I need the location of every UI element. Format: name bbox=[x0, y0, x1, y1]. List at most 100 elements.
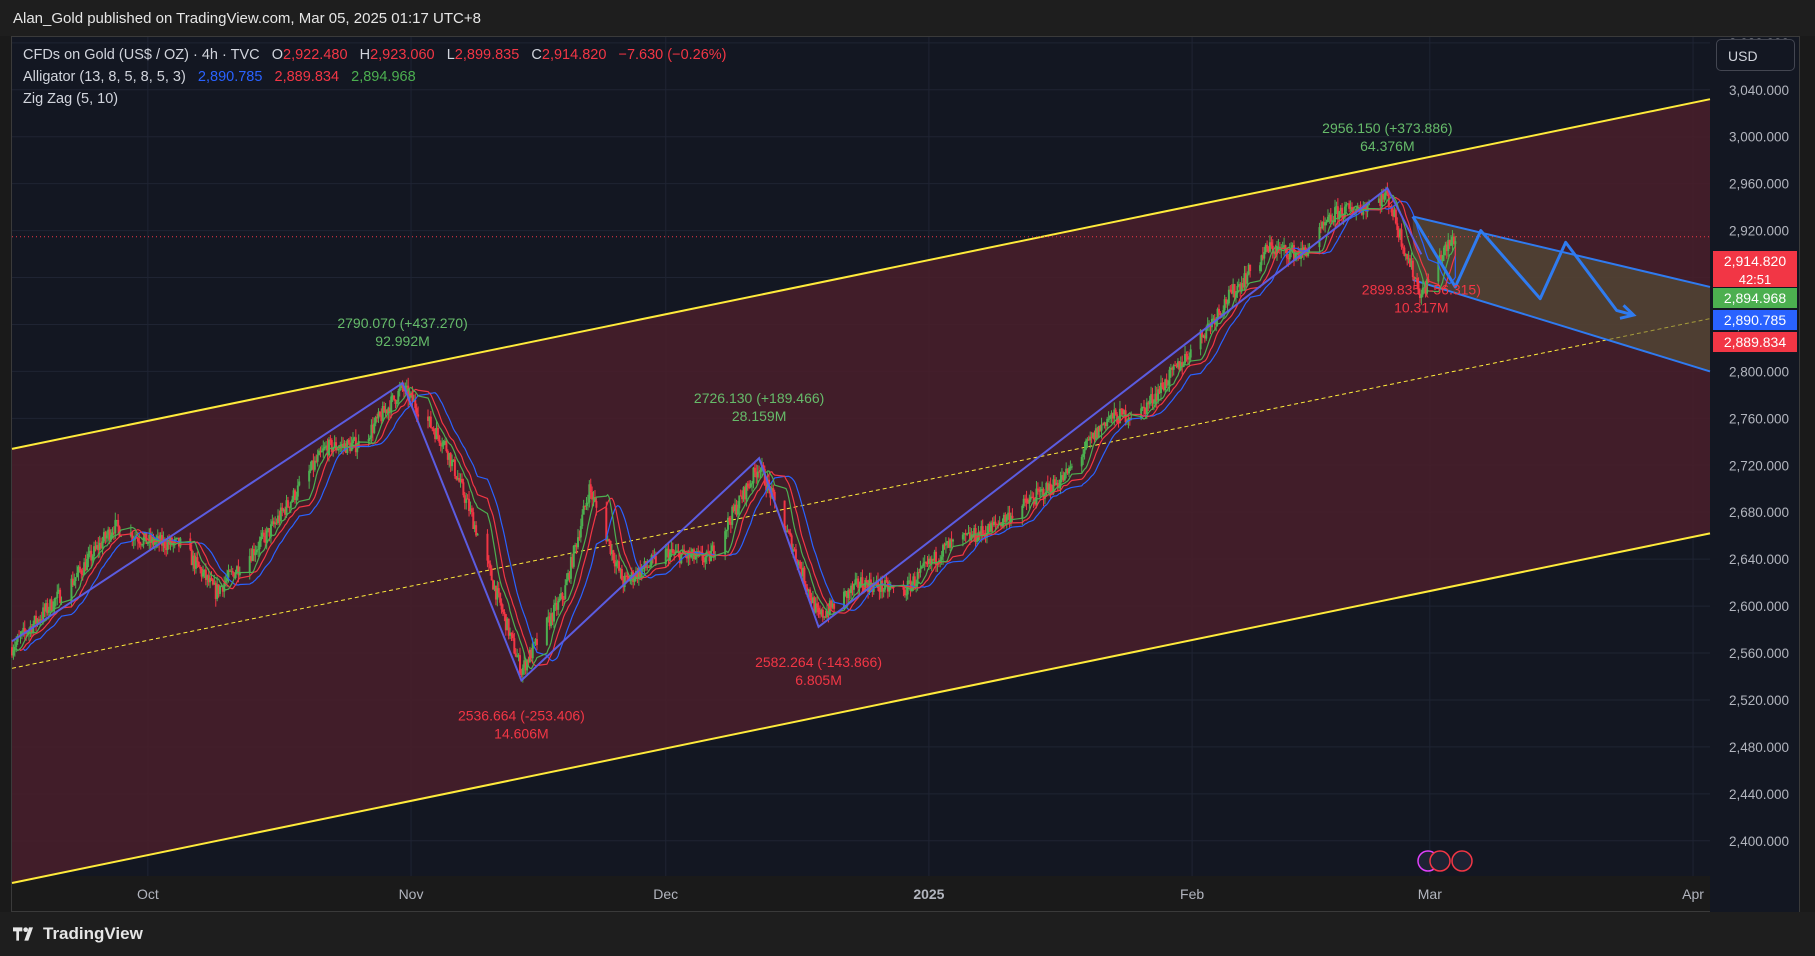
candle-body bbox=[927, 558, 930, 565]
candle-body bbox=[903, 589, 906, 596]
candle-body bbox=[77, 566, 80, 573]
candle-body bbox=[144, 532, 147, 538]
candle-body bbox=[919, 568, 922, 573]
candle-body bbox=[376, 417, 379, 419]
candle-body bbox=[445, 440, 448, 452]
candle-body bbox=[1162, 387, 1165, 391]
candle-body bbox=[1417, 282, 1420, 294]
candle-body bbox=[268, 528, 271, 537]
candle-body bbox=[1390, 207, 1393, 213]
candle-body bbox=[71, 578, 74, 586]
price-tag[interactable] bbox=[1713, 251, 1797, 287]
candle-body bbox=[291, 499, 294, 503]
publisher-line: Alan_Gold published on TradingView.com, … bbox=[13, 10, 481, 27]
candle-body bbox=[712, 545, 715, 557]
candle-body bbox=[1304, 247, 1307, 252]
channel-mid-line[interactable] bbox=[11, 318, 1711, 669]
zigzag-label[interactable]: Zig Zag (5, 10) bbox=[23, 91, 119, 107]
channel-lower-line[interactable] bbox=[11, 532, 1711, 885]
candle-body bbox=[466, 498, 469, 500]
channel-upper-line[interactable] bbox=[11, 98, 1711, 450]
projection-path[interactable] bbox=[1411, 215, 1634, 317]
candle-body bbox=[1141, 406, 1144, 409]
alligator-lips-line[interactable] bbox=[15, 194, 1456, 670]
candle-body bbox=[1384, 190, 1387, 196]
candle-body bbox=[1216, 308, 1219, 319]
candle-body bbox=[261, 532, 264, 537]
candle-body bbox=[1401, 246, 1404, 248]
candle-body bbox=[219, 586, 222, 594]
candle-body bbox=[175, 538, 178, 540]
candle-body bbox=[739, 495, 742, 497]
price-tag[interactable] bbox=[1713, 288, 1797, 308]
alligator-teeth-line[interactable] bbox=[18, 197, 1456, 667]
candle-body bbox=[309, 469, 312, 471]
candle-body bbox=[216, 584, 219, 599]
candle-body bbox=[918, 571, 921, 573]
candle-body bbox=[333, 442, 336, 449]
candle-body bbox=[511, 634, 514, 639]
candle-body bbox=[1049, 483, 1052, 493]
symbol-name[interactable]: CFDs on Gold (US$ / OZ) · 4h · TVC bbox=[23, 47, 260, 63]
candle-body bbox=[78, 566, 81, 571]
candle-body bbox=[267, 528, 270, 531]
zigzag-row[interactable]: Zig Zag (5, 10) bbox=[23, 88, 727, 110]
candle-body bbox=[1063, 472, 1066, 481]
descending-channel-lower[interactable] bbox=[1412, 278, 1711, 373]
candle-body bbox=[1059, 479, 1062, 487]
candle-body bbox=[462, 482, 465, 496]
candle-body bbox=[1036, 488, 1039, 491]
candle-body bbox=[646, 566, 649, 568]
candle-body bbox=[1232, 284, 1235, 294]
candle-body bbox=[1336, 206, 1339, 220]
economic-event-icon[interactable] bbox=[1451, 850, 1473, 872]
candle-body bbox=[630, 571, 633, 578]
candle-body bbox=[1152, 402, 1155, 404]
economic-event-icon[interactable] bbox=[1429, 850, 1451, 872]
alligator-jaw-line[interactable] bbox=[22, 200, 1456, 662]
alligator-row[interactable]: Alligator (13, 8, 5, 8, 5, 3) 2,890.785 … bbox=[23, 66, 727, 88]
candle-body bbox=[1273, 251, 1276, 254]
candle-body bbox=[1441, 255, 1444, 262]
candle-body bbox=[220, 586, 223, 588]
candle-body bbox=[250, 556, 253, 561]
candle-body bbox=[470, 508, 473, 513]
price-tag[interactable] bbox=[1713, 310, 1797, 330]
candle-body bbox=[254, 552, 257, 556]
candle-body bbox=[1351, 207, 1354, 212]
candle-body bbox=[1143, 406, 1145, 408]
candle-body bbox=[271, 521, 274, 525]
price-tag[interactable] bbox=[1713, 332, 1797, 352]
candle-body bbox=[1121, 409, 1124, 415]
candle-body bbox=[1011, 515, 1014, 519]
candle-body bbox=[1199, 330, 1202, 350]
candle-body bbox=[694, 556, 697, 560]
candle-body bbox=[664, 549, 667, 565]
candle-body bbox=[670, 549, 673, 553]
currency-button[interactable]: USD bbox=[1716, 39, 1795, 71]
candle-body bbox=[533, 642, 536, 644]
candle-body bbox=[252, 549, 255, 556]
alligator-label[interactable]: Alligator (13, 8, 5, 8, 5, 3) bbox=[23, 69, 186, 85]
candle-body bbox=[1448, 239, 1451, 246]
candle-body bbox=[1379, 198, 1382, 206]
candle-body bbox=[20, 631, 23, 635]
tradingview-logo[interactable]: TradingView bbox=[13, 924, 143, 944]
candle-body bbox=[451, 460, 454, 467]
chart-canvas[interactable]: 2790.070 (+437.270) 92.992M 2536.664 (-253… bbox=[0, 0, 1815, 912]
candle-body bbox=[227, 570, 230, 578]
candle-body bbox=[1090, 436, 1093, 438]
symbol-row[interactable]: CFDs on Gold (US$ / OZ) · 4h · TVC O2,92… bbox=[23, 44, 727, 66]
candle-body bbox=[203, 569, 206, 573]
candle-body bbox=[1148, 400, 1151, 405]
candle-body bbox=[843, 591, 846, 609]
zigzag-line[interactable] bbox=[11, 186, 1423, 683]
candle-body bbox=[274, 522, 277, 525]
candle-body bbox=[1297, 252, 1300, 256]
candle-body bbox=[1266, 244, 1269, 249]
candle-body bbox=[711, 545, 714, 551]
y-tick-label: 2,920.000 bbox=[1729, 224, 1789, 239]
candle-body bbox=[197, 562, 200, 567]
x-tick-label: Oct bbox=[137, 886, 159, 902]
candle-body bbox=[1120, 408, 1123, 410]
